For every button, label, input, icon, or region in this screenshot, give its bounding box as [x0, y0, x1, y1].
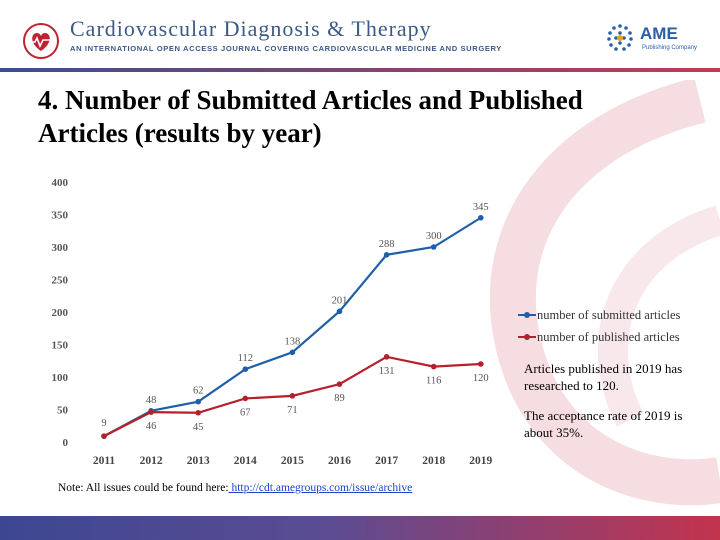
data-point [289, 393, 296, 399]
data-label: 45 [193, 422, 204, 433]
data-point [383, 252, 390, 258]
data-label: 288 [379, 239, 395, 250]
data-label: 201 [332, 295, 348, 306]
data-point [430, 244, 437, 250]
x-tick-label: 2014 [234, 455, 257, 467]
legend-swatch-submitted [518, 312, 536, 318]
series-line-submitted [103, 216, 482, 438]
data-point [242, 395, 249, 402]
publisher-name: AME [640, 24, 678, 43]
data-point [148, 409, 154, 415]
data-label: 131 [379, 366, 395, 377]
y-tick-label: 0 [63, 437, 69, 449]
data-point [336, 381, 343, 387]
data-point [242, 366, 249, 373]
legend-swatch-published [518, 334, 536, 340]
x-tick-label: 2019 [469, 455, 492, 467]
x-tick-label: 2013 [187, 455, 210, 467]
footnote: Note: All issues could be found here: ht… [58, 482, 412, 494]
data-label: 71 [287, 405, 298, 416]
data-label: 120 [473, 373, 489, 384]
data-label: 300 [426, 231, 442, 242]
x-tick-label: 2015 [281, 455, 304, 467]
ame-globe-logo-icon [607, 24, 633, 51]
journal-title: Cardiovascular Diagnosis & Therapy [70, 16, 432, 41]
data-point [336, 308, 343, 315]
x-tick-label: 2012 [140, 455, 163, 467]
slide-header: Cardiovascular Diagnosis & Therapy AN IN… [0, 0, 720, 72]
y-tick-label: 350 [52, 210, 69, 222]
archive-link[interactable]: http://cdt.amegroups.com/issue/archive [228, 482, 413, 494]
chart-legend: number of submitted articles number of p… [518, 304, 680, 348]
legend-item-submitted: number of submitted articles [518, 304, 680, 326]
data-point [195, 409, 201, 416]
x-tick-label: 2018 [422, 455, 445, 467]
data-label: 62 [193, 386, 204, 397]
header-divider [0, 68, 720, 72]
data-point [289, 349, 296, 356]
data-point [478, 361, 484, 367]
y-tick-label: 200 [52, 307, 69, 319]
x-tick-label: 2011 [93, 455, 116, 467]
data-label: 112 [238, 353, 253, 364]
y-tick-label: 250 [52, 275, 69, 287]
y-tick-label: 150 [52, 340, 69, 352]
data-label: 67 [240, 407, 251, 418]
data-label: 48 [146, 395, 157, 406]
y-tick-label: 300 [52, 242, 69, 254]
data-label: 9 [101, 418, 106, 429]
slide-title: 4. Number of Submitted Articles and Publ… [38, 85, 583, 148]
legend-label-submitted: number of submitted articles [537, 307, 681, 322]
heart-logo-icon [23, 23, 59, 59]
y-tick-label: 100 [52, 372, 69, 384]
note-published-2019: Articles published in 2019 has researche… [524, 361, 683, 393]
data-label: 116 [426, 376, 441, 387]
legend-label-published: number of published articles [537, 329, 680, 344]
x-tick-label: 2017 [375, 455, 398, 467]
data-point [383, 354, 390, 360]
data-label: 89 [334, 393, 345, 404]
journal-subtitle: AN INTERNATIONAL OPEN ACCESS JOURNAL COV… [70, 44, 502, 53]
notes-panel: Articles published in 2019 has researche… [524, 360, 714, 454]
publisher-tagline: Publishing Company [642, 45, 698, 51]
footer-bar [0, 516, 720, 540]
x-tick-label: 2016 [328, 455, 351, 467]
legend-item-published: number of published articles [518, 326, 680, 348]
data-label: 345 [473, 202, 489, 213]
note-acceptance-rate: The acceptance rate of 2019 is about 35%… [524, 408, 683, 440]
data-point [101, 433, 107, 439]
data-label: 138 [285, 336, 301, 347]
footnote-text: Note: All issues could be found here: [58, 482, 229, 494]
data-point [430, 363, 437, 370]
data-label: 46 [146, 421, 157, 432]
y-tick-label: 400 [52, 177, 69, 189]
data-point [195, 398, 201, 405]
y-tick-label: 50 [57, 405, 69, 417]
data-point [478, 214, 484, 221]
